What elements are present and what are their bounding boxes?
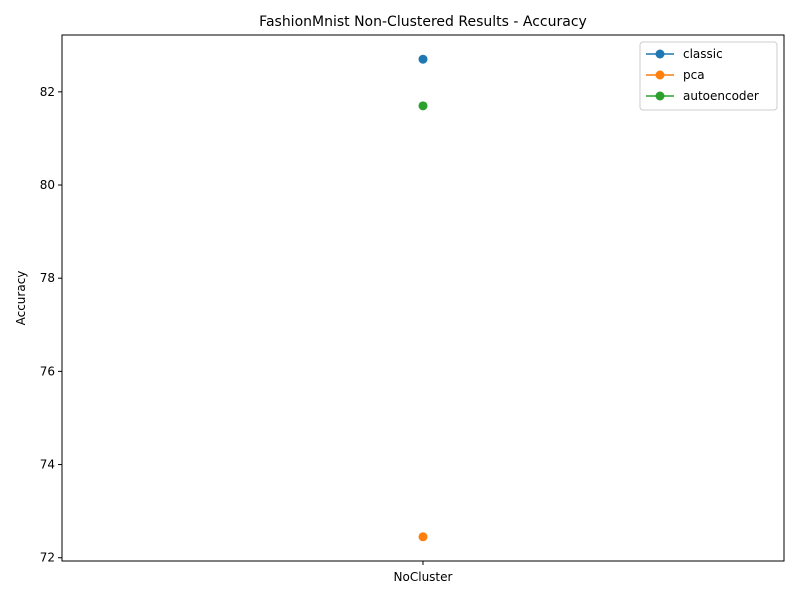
data-point-autoencoder [418,101,428,111]
y-tick-label: 76 [40,364,55,378]
legend-marker-pca [655,70,665,80]
x-axis: NoCluster [394,561,453,584]
series-classic [418,54,428,64]
series-autoencoder [418,101,428,111]
y-tick-label: 72 [40,551,55,565]
y-tick-label: 78 [40,271,55,285]
series-pca [418,532,428,542]
y-axis: 72 74 76 78 80 82 [40,85,62,565]
plot-area [61,34,785,562]
y-tick-label: 80 [40,178,55,192]
legend-label-autoencoder: autoencoder [683,89,759,103]
legend: classic pca autoencoder [639,41,778,111]
legend-label-pca: pca [683,68,705,82]
y-tick-label: 74 [40,458,55,472]
chart-title: FashionMnist Non-Clustered Results - Acc… [259,14,587,30]
y-tick-label: 82 [40,85,55,99]
y-axis-label: Accuracy [14,271,28,326]
legend-marker-classic [655,49,665,59]
data-point-pca [418,532,428,542]
series-layer [418,54,428,542]
legend-marker-autoencoder [655,91,665,101]
legend-box [639,41,778,111]
x-tick-label: NoCluster [394,570,453,584]
data-point-classic [418,54,428,64]
legend-label-classic: classic [683,47,723,61]
